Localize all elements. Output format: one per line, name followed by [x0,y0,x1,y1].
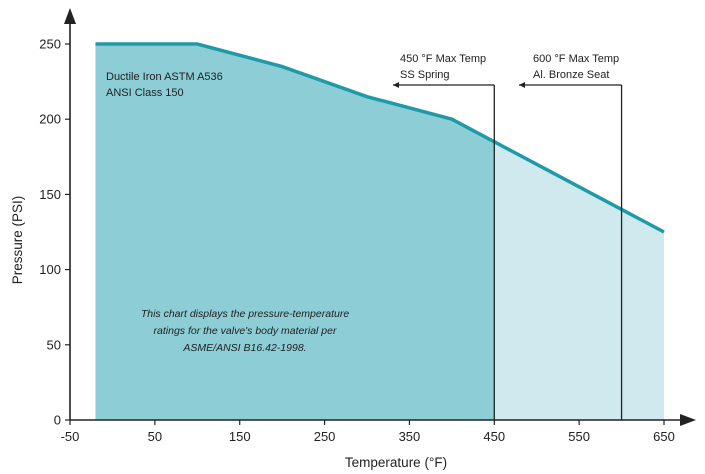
x-tick-label: -50 [61,429,80,444]
series-label-line-1: Ductile Iron ASTM A536 [106,71,223,83]
y-tick-label: 200 [39,112,61,127]
rated-area-to-450 [95,44,495,420]
x-tick-label: 150 [229,429,251,444]
chart-note-line-2: ratings for the valve's body material pe… [154,325,337,337]
chart-note-line-3: ASME/ANSI B16.42-1998. [182,342,306,354]
y-tick-label: 50 [47,337,61,352]
pressure-rating-line [95,42,665,234]
chart-note-line-1: This chart displays the pressure-tempera… [141,308,349,320]
y-tick-label: 150 [39,187,61,202]
y-axis-title: Pressure (PSI) [10,196,25,285]
limit-600-label-line-2: Al. Bronze Seat [533,69,609,81]
x-axis-title: Temperature (°F) [345,455,447,470]
limit-450-label-line-2: SS Spring [400,69,450,81]
limit-450-arrowhead [393,82,399,88]
limit-600-label-line-1: 600 °F Max Temp [533,53,619,65]
y-tick-label: 0 [54,413,61,428]
y-ticks: 0 50 100 150 200 250 [39,37,70,428]
limit-450-label-line-1: 450 °F Max Temp [400,53,486,65]
x-tick-label: 350 [399,429,421,444]
x-tick-label: 50 [148,429,162,444]
rated-area-450-to-650 [494,141,664,420]
y-tick-label: 250 [39,37,61,52]
x-tick-label: 550 [568,429,590,444]
y-tick-label: 100 [39,262,61,277]
x-ticks: -50 50 150 250 350 450 550 650 [61,420,675,444]
limit-lines [393,82,623,420]
x-tick-label: 650 [653,429,675,444]
limit-600-arrowhead [519,82,525,88]
y-axis-arrow [64,8,76,24]
x-tick-label: 450 [483,429,505,444]
series-label-line-2: ANSI Class 150 [106,87,184,99]
x-tick-label: 250 [314,429,336,444]
x-axis-arrow [680,414,696,426]
